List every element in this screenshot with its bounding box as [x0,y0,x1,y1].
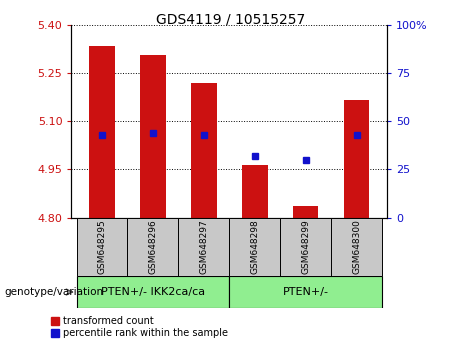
Bar [344,100,369,218]
Text: GSM648295: GSM648295 [98,219,106,274]
Bar [128,218,178,276]
Text: PTEN+/-: PTEN+/- [283,287,329,297]
Text: GSM648298: GSM648298 [250,219,260,274]
Bar [178,218,229,276]
Text: GSM648297: GSM648297 [199,219,208,274]
Bar [229,276,382,308]
Bar [229,218,280,276]
Bar [293,206,319,218]
Bar [280,218,331,276]
Bar [77,218,128,276]
Text: GSM648296: GSM648296 [148,219,158,274]
Bar [89,46,115,218]
Bar [242,165,267,218]
Text: genotype/variation: genotype/variation [5,287,104,297]
Text: GSM648299: GSM648299 [301,219,310,274]
Bar [331,218,382,276]
Text: PTEN+/- IKK2ca/ca: PTEN+/- IKK2ca/ca [101,287,205,297]
Text: GDS4119 / 10515257: GDS4119 / 10515257 [156,12,305,27]
Bar [77,276,229,308]
Bar [140,55,165,218]
Legend: transformed count, percentile rank within the sample: transformed count, percentile rank withi… [51,316,228,338]
Bar [191,83,217,218]
Text: GSM648300: GSM648300 [352,219,361,274]
